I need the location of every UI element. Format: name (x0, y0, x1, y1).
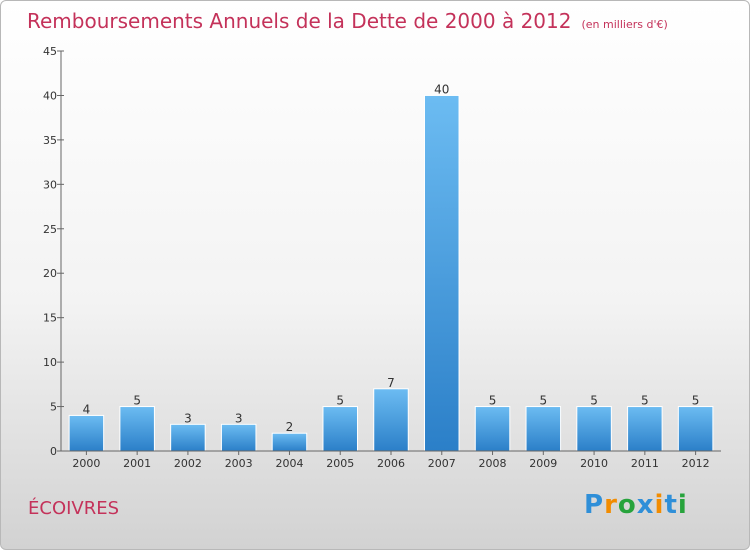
x-tick-label: 2011 (631, 457, 659, 470)
bar-value-label: 2 (286, 420, 294, 434)
logo-letter: t (664, 490, 678, 520)
bars: 4 5 3 3 2 5 7 40 5 5 5 5 5 (68, 82, 714, 452)
logo-letter: o (617, 490, 637, 520)
logo-letter: P (584, 490, 605, 520)
logo-letter: x (636, 490, 655, 520)
y-tick-label: 0 (50, 445, 57, 458)
bar (373, 388, 409, 452)
bar (474, 406, 511, 452)
y-tick-label: 5 (50, 401, 57, 414)
bar-value-label: 5 (641, 394, 649, 408)
x-tick-label: 2002 (174, 457, 202, 470)
logo-letter: i (677, 490, 688, 520)
y-tick-label: 20 (43, 267, 57, 280)
x-axis: 2000 2001 2002 2003 2004 2005 2006 2007 2008 2009… (61, 450, 721, 470)
bar-value-label: 40 (434, 82, 449, 96)
y-axis: 0 5 10 15 20 25 30 35 40 45 (43, 45, 64, 458)
bar-value-label: 5 (539, 394, 547, 408)
x-tick-label: 2012 (682, 457, 710, 470)
bar (424, 94, 460, 452)
bar (119, 406, 155, 452)
bar-value-label: 5 (692, 394, 700, 408)
chart-title: Remboursements Annuels de la Dette de 20… (27, 9, 668, 33)
x-tick-label: 2003 (225, 457, 253, 470)
x-tick-label: 2006 (377, 457, 405, 470)
proxiti-logo: Proxiti (584, 490, 688, 520)
x-tick-label: 2008 (479, 457, 507, 470)
bar (322, 406, 358, 452)
logo-letter: r (604, 490, 618, 520)
bar (170, 423, 206, 452)
x-tick-label: 2001 (123, 457, 151, 470)
bar-value-label: 3 (184, 411, 192, 425)
y-tick-label: 25 (43, 223, 57, 236)
bar-value-label: 4 (83, 402, 91, 416)
chart-title-text: Remboursements Annuels de la Dette de 20… (27, 9, 572, 33)
bar (576, 406, 612, 452)
chart-unit: (en milliers d'€) (581, 18, 668, 31)
y-tick-label: 15 (43, 312, 57, 325)
x-tick-label: 2009 (529, 457, 557, 470)
bar-value-label: 5 (590, 394, 598, 408)
bar-value-label: 5 (133, 394, 141, 408)
bar (271, 432, 308, 452)
place-name: ÉCOIVRES (28, 498, 120, 519)
x-tick-label: 2000 (72, 457, 100, 470)
bar-value-label: 5 (489, 394, 497, 408)
y-tick-label: 40 (43, 89, 57, 102)
bar (627, 406, 663, 452)
y-tick-label: 45 (43, 45, 57, 58)
bar (677, 406, 714, 452)
bar-value-label: 5 (336, 394, 344, 408)
bar-value-label: 7 (387, 376, 395, 390)
y-tick-label: 35 (43, 134, 57, 147)
x-tick-label: 2005 (326, 457, 354, 470)
logo-letter: i (654, 490, 665, 520)
y-tick-label: 10 (43, 356, 57, 369)
x-tick-label: 2004 (275, 457, 303, 470)
y-tick-label: 30 (43, 178, 57, 191)
bar-value-label: 3 (235, 411, 243, 425)
bar (525, 406, 562, 452)
bar (220, 423, 257, 452)
x-tick-label: 2010 (580, 457, 608, 470)
x-tick-label: 2007 (428, 457, 456, 470)
bar (68, 414, 105, 452)
